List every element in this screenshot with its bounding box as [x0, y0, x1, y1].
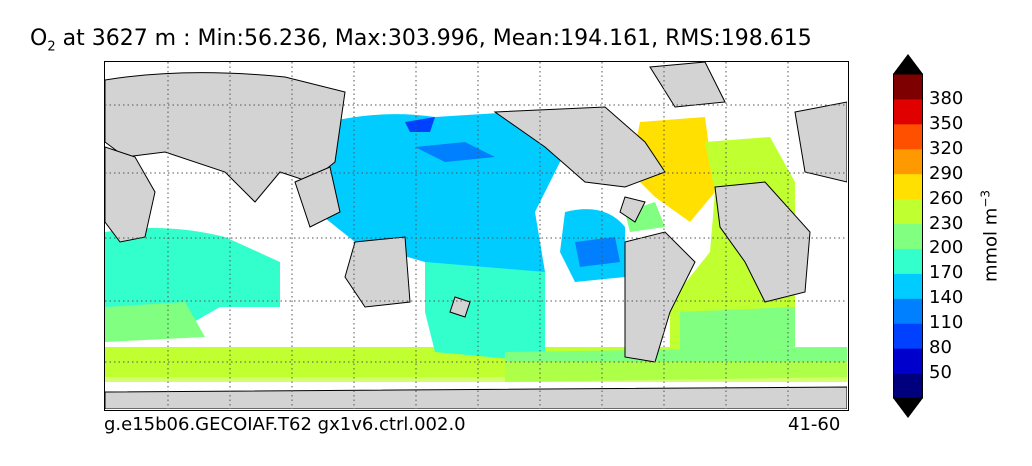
- colorbar-tick-label: 230: [929, 212, 964, 234]
- colorbar-segment: [893, 223, 923, 249]
- years-label: 41-60: [788, 414, 841, 435]
- colorbar-tick-label: 80: [929, 337, 952, 359]
- ocean-oxygen-map: [105, 62, 847, 409]
- colorbar-segment: [893, 298, 923, 324]
- colorbar-segment: [893, 273, 923, 299]
- plot-title: O2 at 3627 m : Min:56.236, Max:303.996, …: [30, 26, 812, 55]
- colorbar-tick-label: 380: [929, 87, 964, 109]
- colorbar-segment: [893, 248, 923, 274]
- colorbar-segment: [893, 123, 923, 150]
- colorbar-segment: [893, 98, 923, 125]
- colorbar-tick-label: 170: [929, 262, 964, 284]
- colorbar-segment: [893, 373, 923, 399]
- colorbar-extend-max: [893, 54, 923, 74]
- colorbar-tick-label: 140: [929, 287, 964, 309]
- colorbar-segment: [893, 348, 923, 374]
- colorbar-segment: [893, 148, 923, 175]
- colorbar-tick-label: 320: [929, 137, 964, 159]
- colorbar-tick-label: 50: [929, 362, 952, 384]
- colorbar-segment: [893, 74, 923, 100]
- graticule: [105, 62, 847, 409]
- colorbar-segment: [893, 173, 923, 200]
- colorbar-extend-min: [893, 398, 923, 418]
- colorbar-tick-label: 290: [929, 162, 964, 184]
- colorbar-segment: [893, 198, 923, 225]
- colorbar-tick-label: 260: [929, 187, 964, 209]
- colorbar-tick-label: 200: [929, 237, 964, 259]
- colorbar-tick-label: 350: [929, 112, 964, 134]
- case-name-label: g.e15b06.GECOIAF.T62 gx1v6.ctrl.002.0: [104, 414, 466, 435]
- colorbar: [893, 54, 923, 418]
- map-panel: [104, 61, 849, 411]
- colorbar-units-label: mmol m−3: [978, 189, 1002, 283]
- colorbar-segment: [893, 323, 923, 349]
- colorbar-tick-label: 110: [929, 312, 964, 334]
